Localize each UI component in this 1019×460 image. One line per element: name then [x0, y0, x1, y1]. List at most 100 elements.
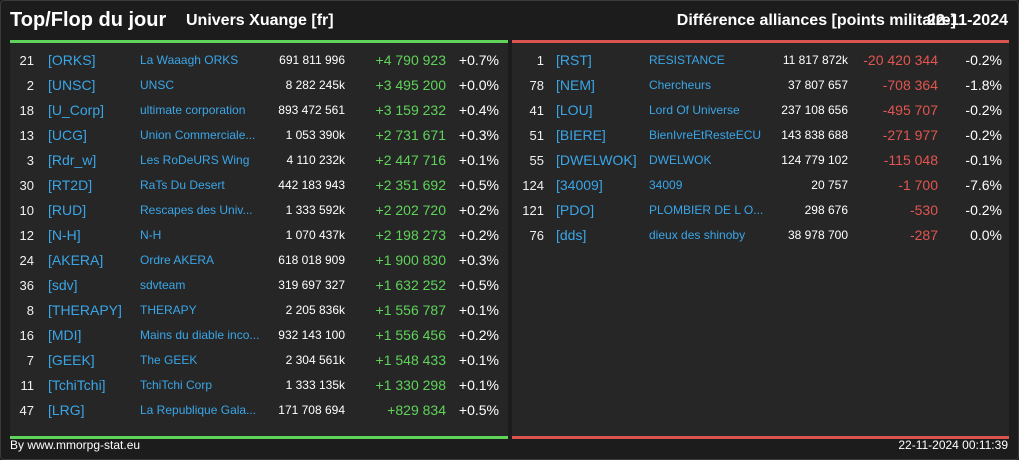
- alliance-tag-link[interactable]: [N-H]: [48, 227, 81, 243]
- alliance-points: 171 708 694: [278, 403, 345, 417]
- points-difference: +1 556 456: [375, 327, 446, 343]
- alliance-points: 893 472 561: [278, 103, 345, 117]
- percent-change: +0.3%: [458, 127, 499, 143]
- alliance-tag-link[interactable]: [DWELWOK]: [556, 152, 637, 168]
- alliance-name-link[interactable]: Chercheurs: [649, 78, 712, 92]
- percent-change: +0.1%: [458, 352, 499, 368]
- alliance-row: 2 [UNSC] UNSC 8 282 245k +3 495 200 +0.0%: [10, 73, 508, 98]
- alliance-name-link[interactable]: dieux des shinoby: [649, 228, 746, 242]
- alliance-rank: 47: [19, 403, 34, 418]
- alliance-rank: 78: [529, 78, 544, 93]
- alliance-tag-link[interactable]: [AKERA]: [48, 252, 104, 268]
- alliance-points: 932 143 100: [278, 328, 345, 342]
- alliance-name-link[interactable]: DWELWOK: [649, 153, 712, 167]
- alliance-name-link[interactable]: Lord Of Universe: [649, 103, 740, 117]
- percent-change: +0.3%: [458, 252, 499, 268]
- percent-change: +0.7%: [458, 52, 499, 68]
- alliance-row: 8 [THERAPY] THERAPY 2 205 836k +1 556 787 +0.…: [10, 298, 508, 323]
- alliance-name-link[interactable]: RESISTANCE: [649, 53, 725, 67]
- points-difference: -115 048: [883, 152, 938, 168]
- alliance-tag-link[interactable]: [BIERE]: [556, 127, 606, 143]
- alliance-rank: 36: [19, 278, 34, 293]
- alliance-row: 76 [dds] dieux des shinoby 38 978 700 -287 0.…: [512, 223, 1009, 248]
- points-difference: +3 495 200: [375, 77, 446, 93]
- alliance-points: 1 070 437k: [285, 228, 345, 242]
- alliance-tag-link[interactable]: [UNSC]: [48, 77, 96, 93]
- alliance-points: 11 817 872k: [782, 53, 848, 67]
- points-difference: +829 834: [387, 402, 446, 418]
- alliance-points: 1 333 592k: [285, 203, 345, 217]
- alliance-row: 10 [RUD] Rescapes des Univ... 1 333 592k +2 …: [10, 198, 508, 223]
- alliance-tag-link[interactable]: [MDI]: [48, 327, 82, 343]
- alliance-name-link[interactable]: UNSC: [140, 78, 175, 92]
- alliance-name-link[interactable]: Union Commerciale...: [140, 128, 256, 142]
- alliance-tag-link[interactable]: [UCG]: [48, 127, 87, 143]
- alliance-tag-link[interactable]: [PDO]: [556, 202, 595, 218]
- alliance-row: 24 [AKERA] Ordre AKERA 618 018 909 +1 900 83…: [10, 248, 508, 273]
- alliance-tag-link[interactable]: [34009]: [556, 177, 603, 193]
- alliance-name-link[interactable]: RaTs Du Desert: [140, 178, 225, 192]
- alliance-row: 1 [RST] RESISTANCE 11 817 872k -20 420 344 -0…: [512, 48, 1009, 73]
- alliance-name-link[interactable]: sdvteam: [140, 278, 186, 292]
- alliance-name-link[interactable]: Ordre AKERA: [140, 253, 215, 267]
- alliance-name-link[interactable]: ultimate corporation: [140, 103, 246, 117]
- alliance-name-link[interactable]: THERAPY: [140, 303, 197, 317]
- alliance-row: 41 [LOU] Lord Of Universe 237 108 656 -495 7…: [512, 98, 1009, 123]
- alliance-tag-link[interactable]: [sdv]: [48, 277, 78, 293]
- alliance-name-link[interactable]: PLOMBIER DE L O...: [649, 203, 764, 217]
- alliance-tag-link[interactable]: [RT2D]: [48, 177, 93, 193]
- percent-change: +0.1%: [458, 152, 499, 168]
- percent-change: -1.8%: [965, 77, 1002, 93]
- alliance-tag-link[interactable]: [dds]: [556, 227, 587, 243]
- points-difference: +2 351 692: [375, 177, 446, 193]
- alliance-row: 13 [UCG] Union Commerciale... 1 053 390k +2 …: [10, 123, 508, 148]
- alliance-points: 1 333 135k: [285, 378, 345, 392]
- top-gainers-panel: 21 [ORKS] La Waaagh ORKS 691 811 996 +4 790 …: [10, 40, 508, 439]
- points-difference: +2 202 720: [375, 202, 446, 218]
- alliance-points: 298 676: [804, 203, 848, 217]
- alliance-name-link[interactable]: Les RoDeURS Wing: [140, 153, 250, 167]
- percent-change: 0.0%: [970, 227, 1002, 243]
- alliance-tag-link[interactable]: [NEM]: [556, 77, 595, 93]
- percent-change: +0.5%: [458, 402, 499, 418]
- alliance-row: 3 [Rdr_w] Les RoDeURS Wing 4 110 232k +2 447…: [10, 148, 508, 173]
- alliance-name-link[interactable]: Rescapes des Univ...: [140, 203, 253, 217]
- alliance-name-link[interactable]: BienIvreEtResteECU: [649, 128, 762, 142]
- alliance-tag-link[interactable]: [THERAPY]: [48, 302, 122, 318]
- alliance-points: 237 108 656: [781, 103, 848, 117]
- alliance-name-link[interactable]: Mains du diable inco...: [140, 328, 260, 342]
- alliance-rank: 8: [26, 303, 34, 318]
- alliance-row: 36 [sdv] sdvteam 319 697 327 +1 632 252 +0.5%: [10, 273, 508, 298]
- alliance-tag-link[interactable]: [ORKS]: [48, 52, 96, 68]
- points-difference: +3 159 232: [375, 102, 446, 118]
- alliance-tag-link[interactable]: [LRG]: [48, 402, 85, 418]
- alliance-row: 30 [RT2D] RaTs Du Desert 442 183 943 +2 351 …: [10, 173, 508, 198]
- alliance-row: 11 [TchiTchi] TchiTchi Corp 1 333 135k +1 33…: [10, 373, 508, 398]
- header-date: 22-11-2024: [927, 12, 1008, 29]
- alliance-rank: 10: [19, 203, 34, 218]
- alliance-name-link[interactable]: La Waaagh ORKS: [140, 53, 239, 67]
- alliance-tag-link[interactable]: [GEEK]: [48, 352, 95, 368]
- alliance-tag-link[interactable]: [RST]: [556, 52, 592, 68]
- alliance-name-link[interactable]: TchiTchi Corp: [140, 378, 213, 392]
- alliance-name-link[interactable]: N-H: [140, 228, 162, 242]
- alliance-tag-link[interactable]: [RUD]: [48, 202, 87, 218]
- alliance-tag-link[interactable]: [LOU]: [556, 102, 593, 118]
- alliance-points: 2 205 836k: [285, 303, 345, 317]
- alliance-name-link[interactable]: 34009: [649, 178, 683, 192]
- footer-credit: By www.mmorpg-stat.eu: [10, 438, 141, 452]
- alliance-rank: 18: [19, 103, 34, 118]
- alliance-rank: 2: [26, 78, 34, 93]
- alliance-points: 1 053 390k: [285, 128, 345, 142]
- alliance-rank: 55: [529, 153, 544, 168]
- alliance-name-link[interactable]: La Republique Gala...: [140, 403, 257, 417]
- alliance-tag-link[interactable]: [U_Corp]: [48, 102, 105, 118]
- alliance-tag-link[interactable]: [Rdr_w]: [48, 152, 97, 168]
- alliance-row: 121 [PDO] PLOMBIER DE L O... 298 676 -530 -0.…: [512, 198, 1009, 223]
- ranking-subtitle: Différence alliances [points militaire]: [676, 12, 956, 29]
- percent-change: -0.2%: [965, 202, 1002, 218]
- alliance-name-link[interactable]: The GEEK: [140, 353, 198, 367]
- alliance-rank: 24: [19, 253, 34, 268]
- alliance-tag-link[interactable]: [TchiTchi]: [48, 377, 106, 393]
- points-difference: -708 364: [882, 77, 938, 93]
